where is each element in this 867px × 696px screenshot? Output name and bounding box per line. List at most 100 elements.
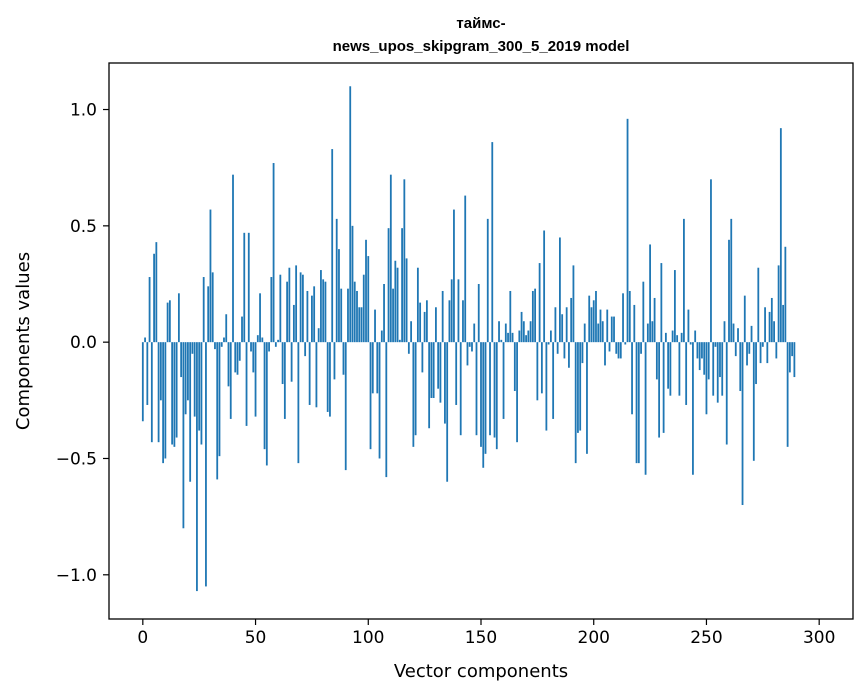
bar	[320, 270, 322, 343]
bar	[590, 307, 593, 343]
bar	[205, 342, 207, 587]
bar	[547, 342, 550, 345]
bar	[644, 342, 647, 475]
bar	[574, 342, 577, 464]
bar	[504, 323, 507, 343]
bar	[716, 342, 719, 403]
bar	[667, 342, 670, 389]
bar	[701, 342, 703, 359]
y-tick-label: 0.5	[70, 217, 97, 237]
bar	[304, 342, 307, 357]
bar	[292, 304, 295, 343]
bar	[696, 342, 699, 359]
bar	[389, 174, 392, 343]
bar	[378, 342, 381, 459]
bar	[480, 342, 482, 447]
bar	[755, 342, 757, 385]
bar	[236, 342, 239, 375]
bar	[626, 118, 629, 343]
bar	[631, 342, 633, 415]
bar	[766, 342, 769, 364]
bar	[764, 307, 766, 343]
y-axis-label: Components values	[13, 252, 34, 430]
bar	[360, 307, 363, 343]
bar	[615, 342, 618, 354]
bar	[563, 342, 566, 359]
bar	[613, 316, 615, 343]
bar	[565, 307, 568, 343]
bar	[786, 342, 789, 447]
bar	[247, 232, 250, 343]
bar	[635, 342, 638, 464]
bar	[707, 342, 710, 380]
bar	[599, 309, 602, 343]
bar	[430, 342, 433, 398]
bar	[295, 265, 298, 343]
bar	[342, 342, 345, 375]
bar	[705, 342, 708, 415]
bar	[200, 342, 203, 445]
bar	[254, 342, 257, 417]
x-tick-label: 150	[465, 628, 497, 648]
bar	[407, 342, 410, 354]
bar	[448, 300, 451, 343]
bar	[556, 342, 559, 354]
bar	[714, 342, 717, 347]
bar	[450, 279, 453, 343]
bar	[193, 342, 196, 417]
bar	[559, 237, 561, 343]
bar	[712, 342, 715, 396]
bar	[676, 335, 679, 343]
bar	[164, 342, 167, 459]
bar	[414, 342, 417, 436]
x-tick-label: 200	[578, 628, 610, 648]
bar	[540, 342, 543, 394]
bar	[658, 342, 661, 438]
bar	[401, 228, 403, 343]
chart-title-line-1: таймс-	[456, 15, 505, 32]
bar	[171, 342, 174, 445]
bar	[775, 342, 778, 359]
bar	[369, 342, 372, 450]
y-tick-label: −0.5	[56, 449, 97, 469]
bar	[655, 342, 658, 380]
bar	[662, 342, 665, 433]
x-tick-label: 0	[137, 628, 148, 648]
bar	[761, 342, 764, 347]
bar	[725, 342, 728, 445]
bar	[446, 342, 449, 482]
bar	[146, 342, 149, 405]
bar	[466, 342, 469, 366]
bar	[732, 323, 735, 343]
bar	[710, 179, 712, 343]
bar	[259, 293, 261, 343]
bar	[489, 342, 491, 436]
bar	[624, 342, 627, 345]
bar	[649, 244, 651, 343]
bar	[333, 342, 336, 380]
bar	[198, 342, 201, 431]
bar	[263, 342, 266, 450]
bar	[694, 330, 697, 343]
x-tick-label: 250	[690, 628, 722, 648]
bar	[421, 342, 424, 373]
bar	[166, 302, 169, 343]
bar	[520, 311, 523, 343]
bar	[234, 342, 237, 373]
bar	[191, 342, 194, 354]
bar	[628, 290, 631, 343]
bar	[779, 128, 782, 343]
bar	[405, 258, 408, 343]
bar	[617, 342, 620, 359]
bar	[586, 342, 588, 454]
bar	[583, 323, 586, 343]
bar	[308, 342, 311, 405]
bar	[784, 246, 787, 343]
bar	[362, 274, 365, 343]
bar	[741, 342, 744, 506]
bar	[536, 342, 539, 401]
bar	[692, 342, 694, 475]
bar	[633, 304, 636, 343]
bar	[403, 179, 406, 343]
bar	[419, 302, 422, 343]
